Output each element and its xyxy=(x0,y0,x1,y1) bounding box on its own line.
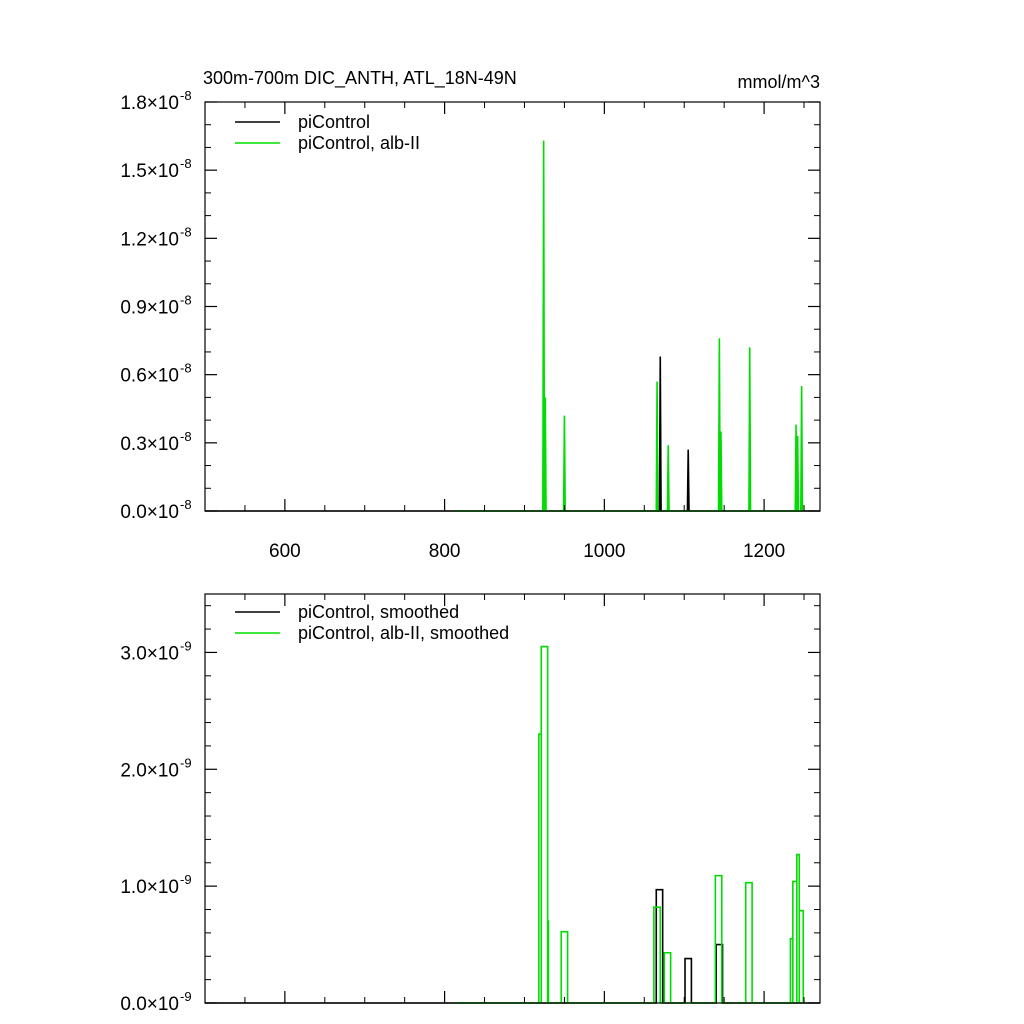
y-tick-exponent: -8 xyxy=(180,293,192,308)
legend-label: piControl, alb-II, smoothed xyxy=(298,623,509,643)
x-tick-label: 600 xyxy=(269,541,301,562)
y-tick-label: 1.0×10 xyxy=(120,877,179,898)
y-tick-exponent: -9 xyxy=(180,638,192,653)
plot-frame xyxy=(204,593,821,1004)
y-tick-exponent: -8 xyxy=(180,429,192,444)
plot-frame xyxy=(204,101,821,512)
y-tick-exponent: -9 xyxy=(180,989,192,1004)
y-tick-exponent: -9 xyxy=(180,755,192,770)
y-tick-label: 0.9×10 xyxy=(120,298,179,319)
bottom-axes: 0.0×10 -91.0×10 -92.0×10 -93.0×10 -9 xyxy=(120,593,821,1015)
y-tick-exponent: -8 xyxy=(180,88,192,103)
legend-label: piControl, smoothed xyxy=(298,602,459,622)
series-line-picontrol-alb-ii xyxy=(454,140,805,512)
series-line-picontrol-alb-ii xyxy=(454,645,806,1004)
bottom-series-group xyxy=(205,645,820,1004)
y-tick-exponent: -9 xyxy=(180,872,192,887)
y-tick-label: 0.3×10 xyxy=(120,434,179,455)
top-series-group xyxy=(205,140,820,512)
y-tick-exponent: -8 xyxy=(180,497,192,512)
top-panel: 300m-700m DIC_ANTH, ATL_18N-49N mmol/m^3… xyxy=(120,68,821,562)
y-tick-label: 3.0×10 xyxy=(120,643,179,664)
y-tick-label: 0.0×10 xyxy=(120,994,179,1015)
y-tick-label: 1.5×10 xyxy=(120,161,179,182)
legend-label: piControl xyxy=(298,112,370,132)
y-tick-exponent: -8 xyxy=(180,156,192,171)
y-tick-label: 0.6×10 xyxy=(120,366,179,387)
series-line-picontrol xyxy=(205,356,820,512)
y-tick-label: 1.8×10 xyxy=(120,93,179,114)
bottom-panel: 0.0×10 -91.0×10 -92.0×10 -93.0×10 -9 piContr… xyxy=(120,593,821,1015)
legend-label: piControl, alb-II xyxy=(298,133,420,153)
x-tick-label: 1200 xyxy=(743,541,785,562)
units-label: mmol/m^3 xyxy=(738,72,820,92)
x-tick-label: 800 xyxy=(429,541,461,562)
y-tick-label: 2.0×10 xyxy=(120,760,179,781)
series-line-picontrol xyxy=(205,888,820,1004)
x-tick-label: 1000 xyxy=(583,541,625,562)
y-tick-label: 0.0×10 xyxy=(120,502,179,523)
chart-title: 300m-700m DIC_ANTH, ATL_18N-49N xyxy=(203,68,517,89)
y-tick-exponent: -8 xyxy=(180,361,192,376)
y-tick-label: 1.2×10 xyxy=(120,229,179,250)
y-tick-exponent: -8 xyxy=(180,224,192,239)
